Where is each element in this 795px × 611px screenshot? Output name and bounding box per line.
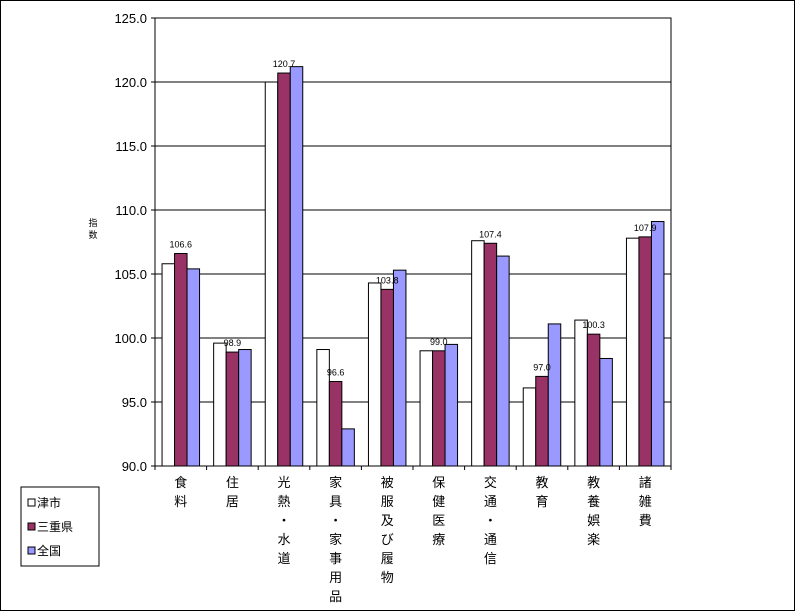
category-label: 水 <box>277 533 290 548</box>
bar-national <box>496 255 510 467</box>
data-label: 107.9 <box>634 223 657 233</box>
legend-swatch <box>27 522 36 531</box>
bar-national <box>392 269 407 467</box>
y-axis-label: 指 <box>88 217 97 229</box>
bar-mie <box>174 253 188 467</box>
bar-national <box>238 349 252 467</box>
legend-label: 津市 <box>37 495 61 510</box>
data-label: 107.4 <box>479 229 502 239</box>
legend-label: 三重県 <box>37 520 73 534</box>
category-label: ・ <box>484 514 497 529</box>
bar-mie <box>328 381 343 467</box>
category-label: 服 <box>381 495 394 510</box>
legend-swatch <box>27 498 36 507</box>
bar-national <box>289 66 304 467</box>
category-label: 楽 <box>587 532 600 548</box>
category-label: 教 <box>535 475 548 491</box>
category-label: 教 <box>587 475 600 491</box>
y-tick-label: 110.0 <box>115 203 147 218</box>
y-tick-label: 120.0 <box>114 75 147 90</box>
category-label: 交 <box>484 475 497 491</box>
data-label: 103.8 <box>376 275 399 285</box>
bar-tsu <box>419 350 434 467</box>
bar-mie <box>380 288 394 467</box>
category-label: 道 <box>277 552 290 567</box>
bar-tsu <box>522 387 537 467</box>
bar-tsu <box>625 237 640 467</box>
bar-tsu <box>471 240 485 467</box>
category-label: 事 <box>329 552 342 567</box>
category-label: 品 <box>329 590 342 605</box>
category-label: 雑 <box>639 494 652 510</box>
category-label: 費 <box>639 514 652 529</box>
data-label: 106.6 <box>170 240 193 250</box>
category-label: 娯 <box>587 514 600 529</box>
category-label: 食 <box>174 475 187 491</box>
category-label: 通 <box>484 533 497 548</box>
y-axis-label: 数 <box>88 229 97 241</box>
category-label: 履 <box>381 552 394 567</box>
data-label: 96.6 <box>327 368 345 378</box>
bar-tsu <box>574 319 588 467</box>
data-label: 120.7 <box>273 59 296 69</box>
data-label: 97.0 <box>533 362 551 372</box>
bar-mie <box>638 236 652 467</box>
y-tick-label: 95.0 <box>122 395 147 410</box>
category-label: 光 <box>277 476 290 491</box>
bar-mie <box>277 72 291 467</box>
bar-national <box>444 343 459 467</box>
category-label: 療 <box>432 533 445 548</box>
bar-national <box>186 268 201 467</box>
y-tick-label: 115.0 <box>115 139 147 154</box>
category-label: ・ <box>329 514 342 529</box>
y-tick-label: 105.0 <box>114 267 147 282</box>
category-label: 居 <box>226 495 239 510</box>
category-label: 保 <box>432 476 445 491</box>
category-label: 用 <box>329 571 342 586</box>
category-label: 熱 <box>277 495 290 510</box>
bar-tsu <box>213 342 227 467</box>
category-label: ・ <box>277 514 290 529</box>
data-label: 98.9 <box>224 338 242 348</box>
legend-label: 全国 <box>37 543 61 558</box>
category-label: 諸 <box>639 475 652 491</box>
bar-tsu <box>367 282 382 467</box>
category-label: 家 <box>329 532 342 548</box>
data-label: 100.3 <box>582 320 605 330</box>
bar-mie <box>483 242 498 467</box>
legend-swatch <box>27 546 36 555</box>
data-label: 99.0 <box>430 337 448 347</box>
bar-tsu <box>161 263 176 467</box>
category-label: 及 <box>381 514 394 529</box>
category-label: 通 <box>484 495 497 510</box>
bar-mie <box>225 351 240 467</box>
bar-mie <box>535 375 549 467</box>
category-label: 健 <box>432 495 445 510</box>
category-label: 具 <box>329 495 342 510</box>
category-label: 信 <box>484 552 497 567</box>
bar-national <box>650 221 665 467</box>
category-label: 被 <box>381 476 394 491</box>
bar-national <box>341 428 355 467</box>
bar-mie <box>586 333 601 467</box>
category-label: 物 <box>381 571 394 586</box>
bar-tsu <box>264 81 279 467</box>
category-label: 養 <box>587 494 600 510</box>
category-label: 育 <box>535 494 548 510</box>
category-label: 医 <box>432 514 445 529</box>
y-tick-label: 90.0 <box>122 459 147 474</box>
y-tick-label: 100.0 <box>114 331 147 346</box>
category-label: び <box>381 533 394 548</box>
bar-national <box>547 323 562 467</box>
bar-national <box>599 357 613 467</box>
category-label: 家 <box>329 475 342 491</box>
y-tick-label: 125.0 <box>114 11 147 26</box>
bar-mie <box>432 350 446 467</box>
category-label: 住 <box>226 476 239 491</box>
category-label: 料 <box>174 495 187 510</box>
